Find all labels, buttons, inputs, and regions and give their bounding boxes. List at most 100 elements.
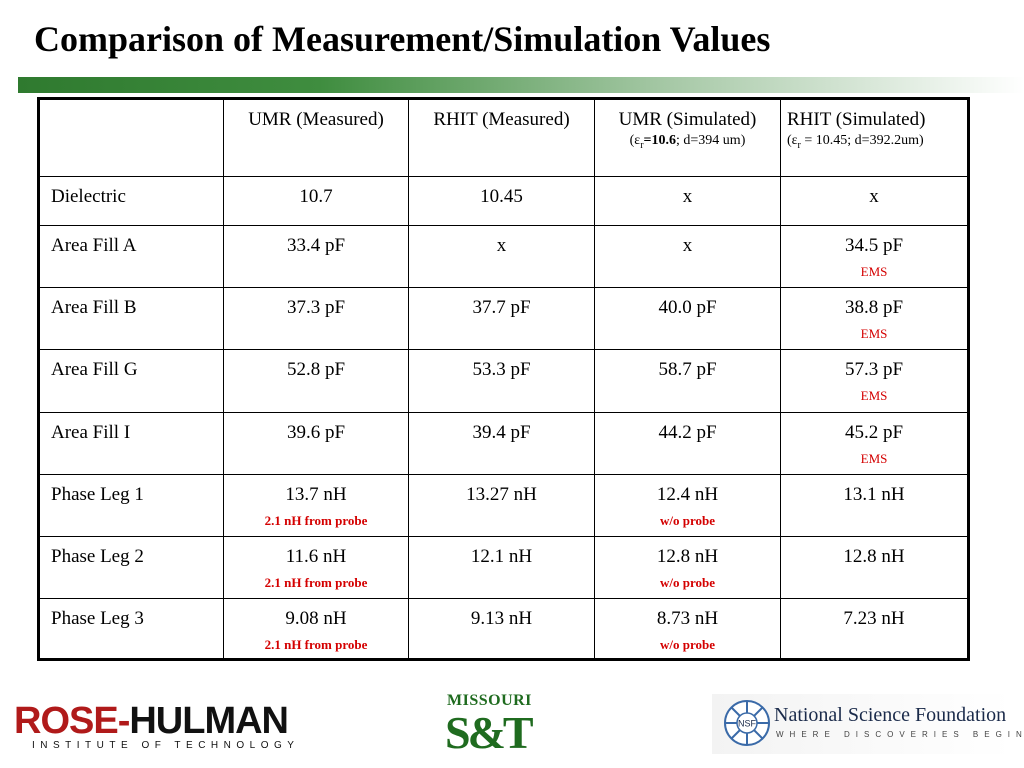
cell-value: 34.5 pF: [844, 235, 904, 257]
value-cell: 39.4 pF: [408, 411, 595, 475]
cell-value: 9.08 nH: [285, 607, 347, 629]
value-cell: 58.7 pF: [594, 349, 781, 413]
value-cell: 13.7 nH 2.1 nH from probe: [223, 473, 409, 537]
value-cell: 7.23 nH: [780, 597, 969, 661]
value-cell: x: [780, 176, 969, 227]
value-cell: 8.73 nH w/o probe: [594, 597, 781, 661]
cell-value: x: [682, 186, 693, 208]
cell-note: EMS: [860, 388, 888, 404]
value-cell: 12.4 nH w/o probe: [594, 473, 781, 537]
value-cell: 38.8 pF EMS: [780, 287, 969, 351]
cell-value: 10.7: [299, 186, 333, 208]
header-cell: UMR (Measured): [223, 97, 409, 178]
cell-value: 52.8 pF: [286, 359, 346, 381]
header-cell: [38, 97, 224, 178]
rose-hulman-logo: ROSE-HULMAN INSTITUTE OF TECHNOLOGY: [14, 700, 300, 751]
header-cell: RHIT (Measured): [408, 97, 595, 178]
cell-value: 12.8 nH: [843, 545, 905, 567]
value-cell: 45.2 pF EMS: [780, 411, 969, 475]
cell-note: w/o probe: [659, 636, 715, 652]
table-row: Phase Leg 3 9.08 nH 2.1 nH from probe 9.13 …: [38, 597, 969, 661]
value-cell: 34.5 pF EMS: [780, 225, 969, 289]
table-row: Phase Leg 1 13.7 nH 2.1 nH from probe 13.27…: [38, 473, 969, 537]
cell-value: 7.23 nH: [843, 607, 905, 629]
cell-value: 12.1 nH: [470, 545, 533, 567]
row-label: Area Fill I: [38, 411, 224, 475]
table-row: Dielectric 10.7 10.45 x x: [38, 176, 969, 227]
value-cell: 12.1 nH: [408, 535, 595, 599]
cell-value: 39.4 pF: [472, 421, 531, 443]
cell-value: 45.2 pF: [844, 421, 904, 443]
value-cell: 11.6 nH 2.1 nH from probe: [223, 535, 409, 599]
cell-value: x: [496, 235, 507, 257]
cell-value: 10.45: [480, 186, 523, 208]
missouri-st-logo: MISSOURI S&T: [445, 692, 534, 758]
cell-note: 2.1 nH from probe: [264, 512, 368, 528]
table-row: Area Fill I 39.6 pF 39.4 pF 44.2 pF 45.2 pF E…: [38, 411, 969, 475]
row-label: Phase Leg 1: [38, 473, 224, 537]
cell-note: 2.1 nH from probe: [264, 636, 368, 652]
cell-value: 40.0 pF: [658, 297, 717, 319]
value-cell: 12.8 nH w/o probe: [594, 535, 781, 599]
value-cell: 40.0 pF: [594, 287, 781, 351]
row-label: Area Fill A: [38, 225, 224, 289]
value-cell: 9.08 nH 2.1 nH from probe: [223, 597, 409, 661]
value-cell: 13.27 nH: [408, 473, 595, 537]
cell-value: 44.2 pF: [658, 421, 717, 443]
cell-value: 11.6 nH: [285, 545, 347, 567]
table-row: Phase Leg 2 11.6 nH 2.1 nH from probe 12.1 …: [38, 535, 969, 599]
value-cell: 12.8 nH: [780, 535, 969, 599]
row-label: Area Fill G: [38, 349, 224, 413]
table-row: Area Fill B 37.3 pF 37.7 pF 40.0 pF 38.8 pF E…: [38, 287, 969, 351]
table-row: Area Fill G 52.8 pF 53.3 pF 58.7 pF 57.3 pF E…: [38, 349, 969, 413]
cell-note: w/o probe: [659, 574, 715, 590]
value-cell: x: [594, 176, 781, 227]
header-label: RHIT (Measured): [433, 109, 570, 130]
value-cell: x: [594, 225, 781, 289]
row-label: Dielectric: [38, 176, 224, 227]
cell-value: 57.3 pF: [844, 359, 904, 381]
cell-value: 37.3 pF: [286, 297, 346, 319]
cell-note: w/o probe: [659, 512, 715, 528]
cell-note: EMS: [860, 326, 888, 342]
value-cell: 53.3 pF: [408, 349, 595, 413]
slide-title: Comparison of Measurement/Simulation Val…: [34, 19, 771, 59]
cell-value: 58.7 pF: [658, 359, 717, 381]
value-cell: 52.8 pF: [223, 349, 409, 413]
cell-value: 12.8 nH: [656, 545, 719, 567]
cell-note: EMS: [860, 450, 888, 466]
cell-value: 13.7 nH: [285, 483, 347, 505]
value-cell: 37.7 pF: [408, 287, 595, 351]
header-label: RHIT (Simulated): [787, 109, 926, 130]
value-cell: 33.4 pF: [223, 225, 409, 289]
svg-text:NSF: NSF: [738, 719, 757, 729]
header-cell: UMR (Simulated) (εr=10.6; d=394 um): [594, 97, 781, 178]
title-divider: [18, 77, 1024, 93]
header-label: UMR (Simulated): [618, 109, 757, 130]
value-cell: x: [408, 225, 595, 289]
cell-value: 39.6 pF: [286, 421, 346, 443]
header-label: UMR (Measured): [248, 109, 384, 130]
cell-note: 2.1 nH from probe: [264, 574, 368, 590]
value-cell: 37.3 pF: [223, 287, 409, 351]
row-label: Area Fill B: [38, 287, 224, 351]
cell-value: 12.4 nH: [656, 483, 719, 505]
value-cell: 10.45: [408, 176, 595, 227]
header-cell: RHIT (Simulated) (εr = 10.45; d=392.2um): [780, 97, 969, 178]
value-cell: 13.1 nH: [780, 473, 969, 537]
cell-value: 38.8 pF: [844, 297, 904, 319]
cell-value: x: [869, 186, 879, 208]
cell-value: 8.73 nH: [656, 607, 719, 629]
cell-value: x: [682, 235, 693, 257]
cell-value: 53.3 pF: [472, 359, 531, 381]
value-cell: 57.3 pF EMS: [780, 349, 969, 413]
cell-value: 13.27 nH: [466, 483, 537, 505]
table-row: Area Fill A 33.4 pF x x 34.5 pF EMS: [38, 225, 969, 289]
cell-value: 13.1 nH: [843, 483, 905, 505]
nsf-logo: NSF National Science Foundation WHERE DI…: [712, 694, 1022, 754]
row-label: Phase Leg 2: [38, 535, 224, 599]
cell-value: 33.4 pF: [286, 235, 346, 257]
cell-note: EMS: [860, 264, 888, 280]
cell-value: 9.13 nH: [470, 607, 533, 629]
value-cell: 44.2 pF: [594, 411, 781, 475]
